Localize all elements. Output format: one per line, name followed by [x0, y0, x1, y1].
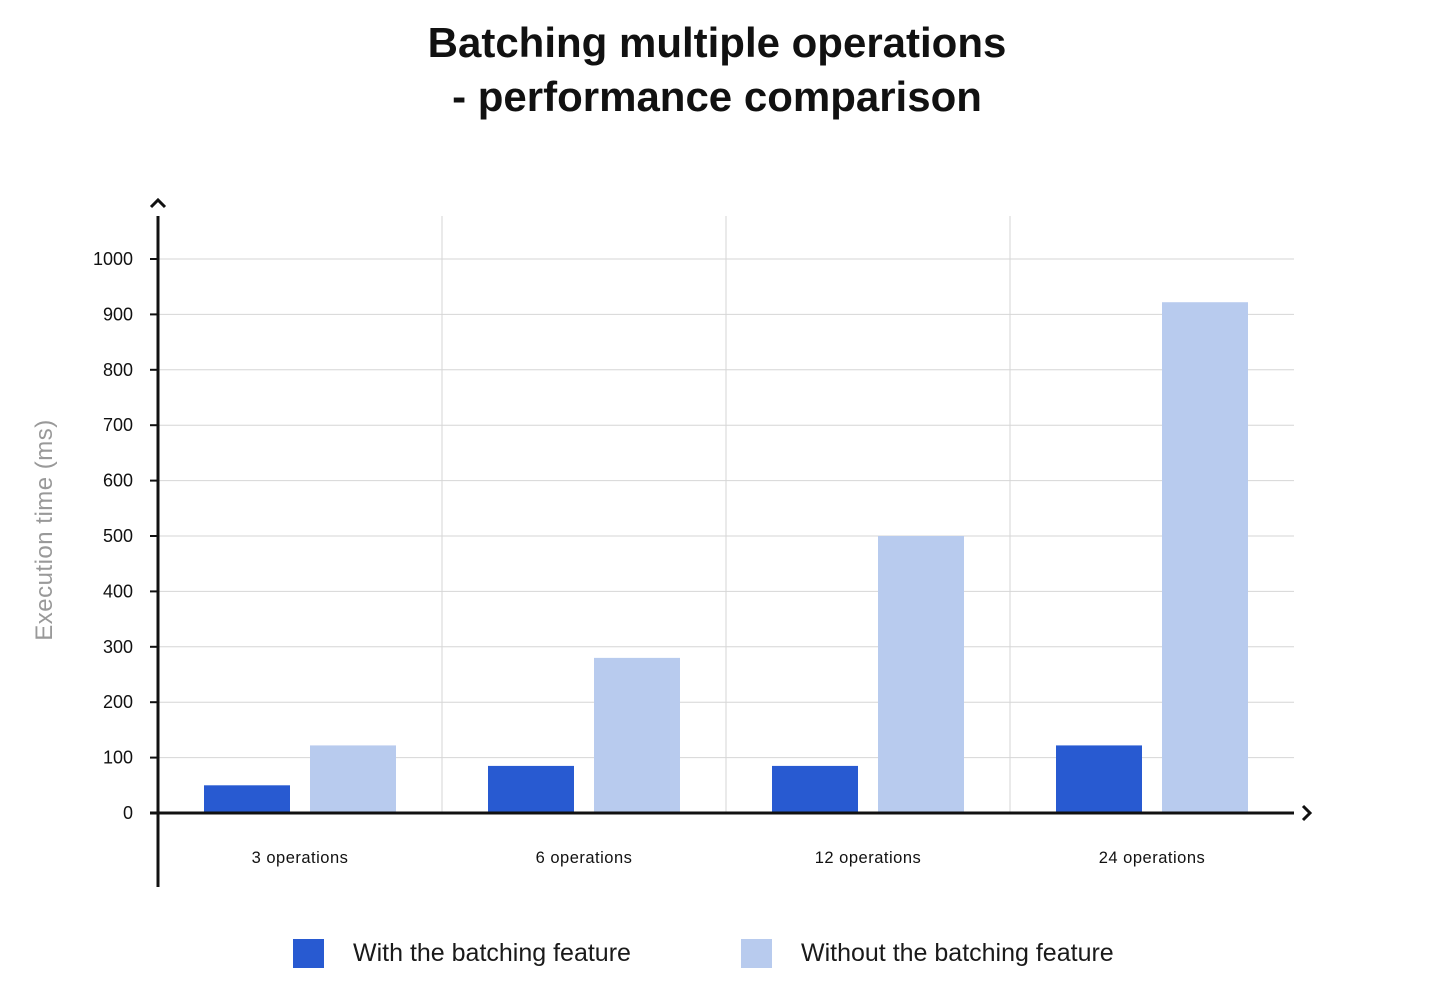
y-tick-label: 300 — [103, 637, 133, 657]
x-tick-label: 6 operations — [536, 849, 633, 867]
y-axis-arrow-icon — [149, 197, 167, 209]
chart-title-line-1: Batching multiple operations — [427, 19, 1007, 66]
y-tick-label: 500 — [103, 526, 133, 546]
bar-without-batching — [1162, 302, 1248, 813]
y-tick-label: 600 — [103, 471, 133, 491]
legend-swatch-without-batching — [741, 938, 772, 968]
y-tick-label: 100 — [103, 748, 133, 768]
legend-swatch-with-batching — [293, 938, 324, 968]
chart-title: Batching multiple operations - performan… — [0, 16, 1434, 124]
x-tick-label: 12 operations — [815, 849, 922, 867]
bar-with-batching — [1056, 745, 1142, 813]
legend: With the batching feature Without the ba… — [0, 936, 1434, 970]
x-tick-label: 24 operations — [1099, 849, 1206, 867]
bar-chart: 0 100 200 300 400 500 600 700 800 900 1000 3 operat… — [31, 197, 1313, 887]
bar-with-batching — [488, 765, 574, 813]
legend-label-without-batching: Without the batching feature — [801, 938, 1114, 967]
y-tick-label: 900 — [103, 304, 133, 324]
legend-item-with-batching: With the batching feature — [293, 936, 631, 970]
chart-title-line-2: - performance comparison — [452, 73, 982, 120]
bar-with-batching — [204, 785, 290, 813]
x-axis-arrow-icon — [1301, 804, 1313, 822]
y-tick-label: 400 — [103, 581, 133, 601]
bar-without-batching — [594, 657, 680, 813]
y-tick-label: 1000 — [93, 249, 133, 269]
legend-label-with-batching: With the batching feature — [353, 938, 631, 967]
y-tick-label: 800 — [103, 360, 133, 380]
legend-item-without-batching: Without the batching feature — [741, 936, 1114, 970]
y-tick-label: 0 — [123, 803, 133, 823]
bar-without-batching — [310, 745, 396, 813]
y-tick-label: 200 — [103, 692, 133, 712]
bar-without-batching — [878, 536, 964, 813]
y-axis-label: Execution time (ms) — [31, 419, 58, 641]
bar-with-batching — [772, 765, 858, 813]
y-tick-label: 700 — [103, 415, 133, 435]
x-tick-label: 3 operations — [252, 849, 349, 867]
